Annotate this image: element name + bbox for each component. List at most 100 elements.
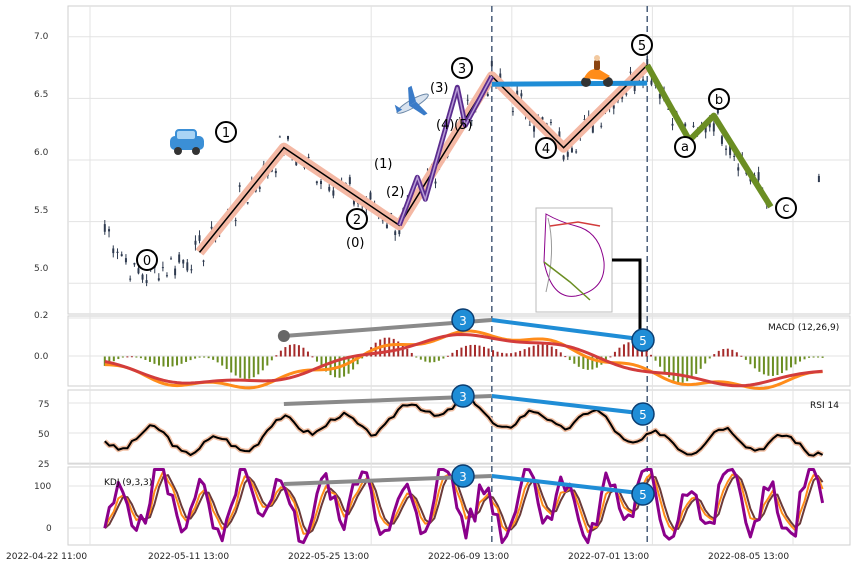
macd-bar-94	[528, 347, 531, 357]
car-icon	[170, 129, 204, 155]
macd-bar-13	[162, 356, 165, 367]
macd-bar-22	[203, 356, 206, 358]
macd-bar-41	[288, 344, 291, 357]
macd-bar-135	[713, 354, 716, 357]
candle-body-137	[667, 108, 670, 110]
candle-body-104	[528, 124, 531, 126]
candle-body-20	[186, 262, 189, 271]
macd-bar-158	[817, 356, 820, 358]
macd-bar-140	[735, 352, 738, 357]
candle-body-26	[210, 226, 213, 229]
svg-text:0: 0	[143, 254, 151, 269]
macd-bar-63	[388, 337, 391, 357]
svg-text:5: 5	[638, 39, 646, 54]
macd-bar-64	[392, 338, 395, 357]
candle-body-55	[328, 186, 331, 191]
macd-bar-122	[654, 356, 657, 361]
macd-bar-78	[455, 349, 458, 357]
macd-bar-92	[519, 350, 522, 357]
svg-text:a: a	[681, 140, 689, 155]
sub-wave-1: (1)	[374, 157, 392, 172]
candle-body-124	[612, 105, 615, 109]
candle-body-60	[348, 177, 351, 184]
svg-text:1: 1	[222, 126, 230, 141]
kdj-blue-divergence	[491, 474, 648, 496]
sub-wave-2: (2)	[386, 185, 404, 200]
macd-bar-54	[347, 356, 350, 374]
macd-slow-line	[104, 332, 823, 388]
macd-bar-6	[130, 356, 133, 358]
macd-gray-dot	[277, 330, 290, 342]
svg-text:3: 3	[458, 62, 466, 77]
candle-body-35	[246, 202, 249, 204]
candle-body-71	[394, 231, 397, 235]
candle-body-19	[182, 259, 185, 264]
macd-bar-39	[279, 350, 282, 357]
macd-bar-109	[595, 356, 598, 368]
sub-wave-0: (0)	[346, 236, 364, 251]
candle-body-2	[112, 248, 115, 254]
macd-bar-35	[261, 356, 264, 371]
div-macd-5: 5	[631, 328, 655, 352]
macd-bar-154	[799, 356, 802, 362]
macd-bar-16	[176, 356, 179, 366]
candle-body-89	[466, 99, 469, 101]
macd-bar-129	[686, 356, 689, 382]
macd-bar-33	[252, 356, 255, 378]
macd-bar-25	[216, 356, 219, 363]
macd-bar-75	[442, 356, 445, 359]
macd-bar-84	[483, 346, 486, 357]
candle-body-154	[737, 167, 740, 171]
macd-bar-150	[780, 356, 783, 374]
inset-thumbnail	[535, 207, 642, 330]
candle-body-65	[369, 192, 372, 200]
rsi-tick-75: 75	[38, 400, 49, 410]
x-tick-5: 2022-08-05 13:00	[708, 552, 789, 562]
macd-bar-144	[753, 356, 756, 369]
macd-bar-107	[586, 356, 589, 370]
macd-bar-116	[627, 342, 630, 357]
macd-bar-85	[487, 348, 490, 357]
candle-body-23	[198, 235, 201, 241]
candle-body-32	[234, 219, 237, 221]
macd-bar-159	[821, 356, 824, 358]
macd-bar-134	[708, 356, 711, 359]
macd-bar-123	[659, 356, 662, 367]
candle-body-121	[600, 125, 603, 127]
macd-bar-120	[645, 349, 648, 357]
candle-body-69	[385, 224, 388, 229]
x-tick-3: 2022-06-09 13:00	[428, 552, 509, 562]
rsi-tick-50: 50	[38, 430, 50, 440]
candle-body-90	[470, 120, 473, 122]
candle-body-33	[238, 185, 241, 187]
macd-bar-105	[577, 356, 580, 367]
macd-bar-21	[198, 356, 201, 358]
macd-bar-0	[103, 356, 106, 366]
candle-body-112	[562, 155, 565, 160]
candle-body-129	[633, 85, 636, 91]
candle-body-14	[161, 267, 164, 269]
macd-label: MACD (12,26,9)	[768, 323, 839, 333]
macd-bar-95	[532, 345, 535, 357]
macd-bar-87	[496, 351, 499, 357]
macd-bar-4	[121, 356, 124, 358]
candle-body-138	[671, 123, 674, 126]
wave-label-c: c	[775, 197, 797, 219]
macd-bar-125	[668, 356, 671, 378]
impulse-line	[198, 64, 648, 253]
wave-label-4: 4	[535, 137, 557, 159]
macd-bar-103	[568, 356, 571, 361]
macd-bar-133	[704, 356, 707, 364]
macd-bar-72	[428, 356, 431, 363]
candle-body-100	[511, 111, 514, 113]
macd-bar-37	[270, 356, 273, 361]
macd-bar-131	[695, 356, 698, 374]
macd-bar-23	[207, 356, 210, 359]
candle-body-17	[174, 268, 177, 276]
macd-bar-86	[492, 350, 495, 357]
macd-bar-18	[185, 356, 188, 362]
price-tick-65: 6.5	[34, 90, 48, 100]
macd-bar-74	[437, 356, 440, 361]
macd-bar-14	[167, 356, 170, 367]
svg-text:3: 3	[459, 470, 467, 484]
